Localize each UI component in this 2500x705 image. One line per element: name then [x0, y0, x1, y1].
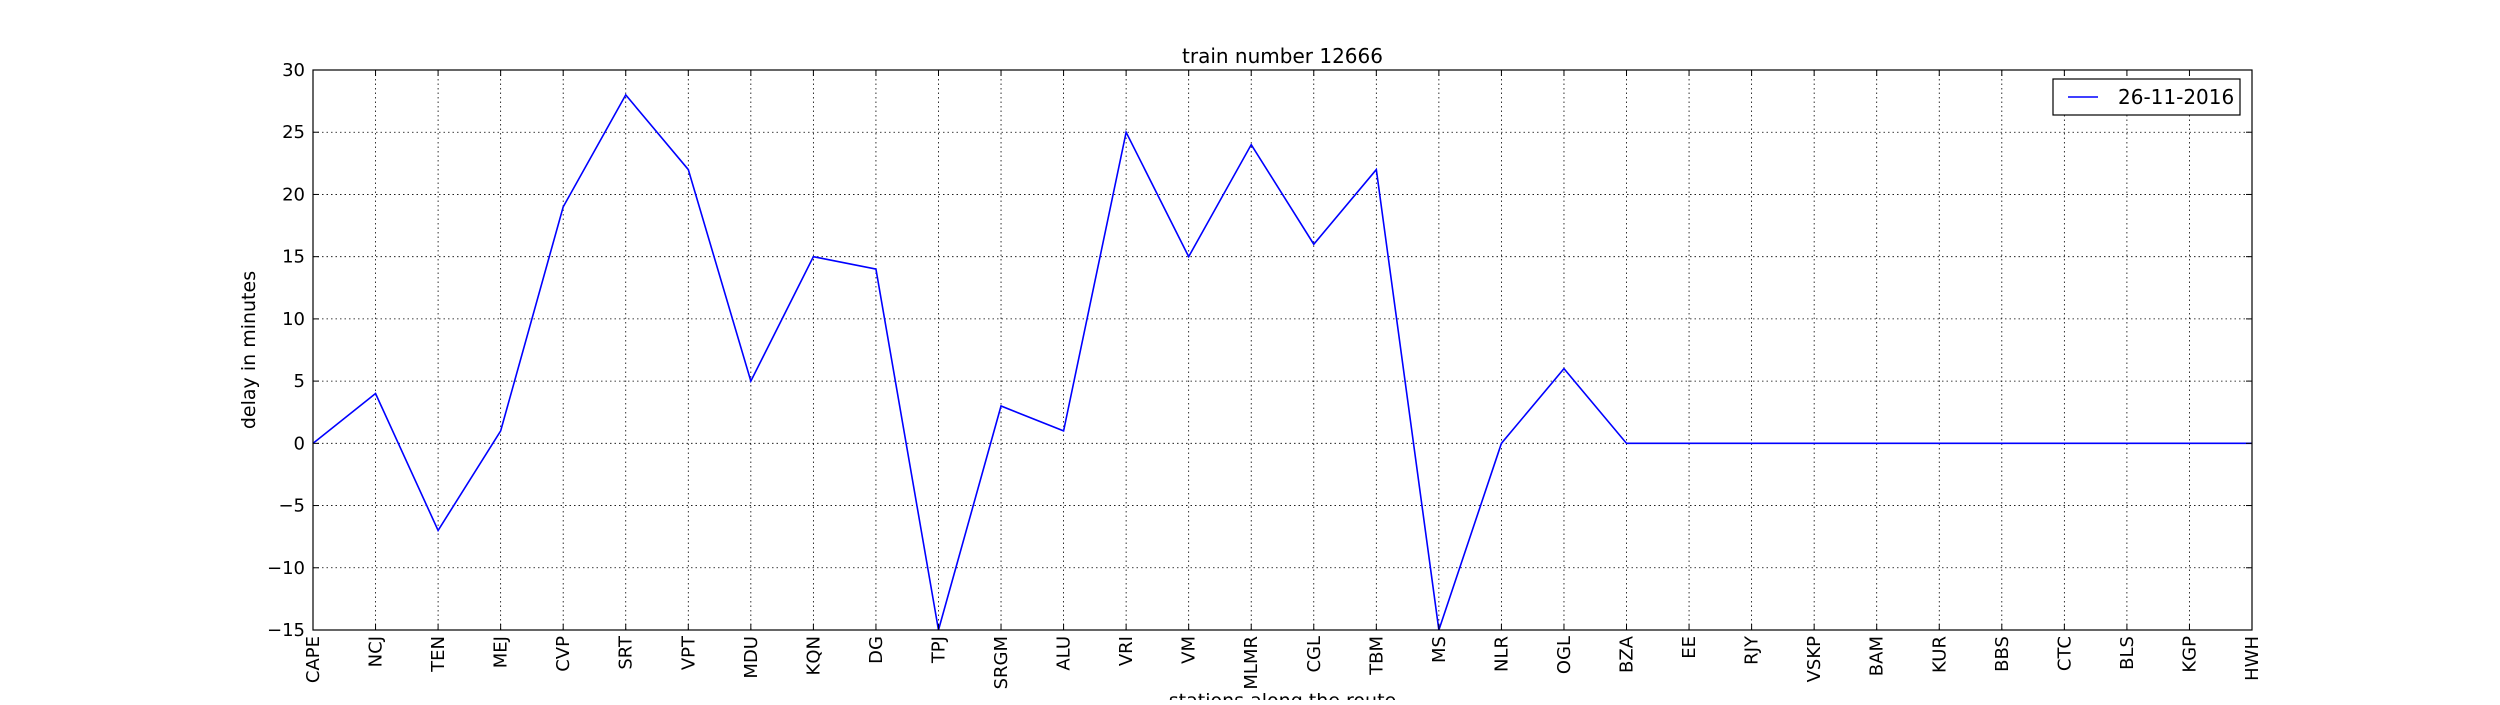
x-axis-title: stations along the route: [1169, 690, 1396, 700]
x-tick-label: HWH: [2242, 636, 2263, 681]
tick-labels: CAPE NCJ TEN MEJ CVP SRT VPT MDU KQN DG TPJ SRGM ALU…: [267, 60, 2263, 690]
x-tick-label: KQN: [803, 636, 824, 675]
x-tick-label: BAM: [1867, 636, 1888, 676]
x-tick-label: RJY: [1742, 635, 1763, 665]
x-tick-label: KUR: [1929, 636, 1950, 673]
x-tick-label: SRGM: [991, 636, 1012, 689]
x-tick-label: ALU: [1054, 636, 1075, 671]
y-tick-label: 0: [294, 433, 305, 454]
y-tick-label: −10: [267, 558, 305, 579]
legend-label: 26-11-2016: [2118, 85, 2234, 109]
chart-title: train number 12666: [1182, 44, 1383, 68]
x-tick-label: EE: [1679, 636, 1700, 659]
x-tick-label: TBM: [1366, 636, 1387, 676]
x-tick-label: VSKP: [1804, 636, 1825, 683]
y-tick-label: 25: [282, 122, 305, 143]
y-tick-label: 5: [294, 371, 305, 392]
y-tick-label: −5: [278, 496, 305, 517]
x-tick-label: BLS: [2117, 636, 2138, 670]
series-layer: [313, 95, 2252, 630]
y-tick-label: 10: [282, 309, 305, 330]
x-tick-label: CTC: [2054, 636, 2075, 671]
x-tick-label: KGP: [2179, 636, 2200, 673]
y-tick-label: 15: [282, 247, 305, 268]
x-tick-label: TPJ: [928, 636, 949, 664]
y-tick-label: 30: [282, 60, 305, 81]
x-tick-label: BBS: [1992, 636, 2013, 672]
plot-frame: [313, 70, 2252, 630]
y-tick-label: −15: [267, 620, 305, 641]
x-tick-label: CGL: [1304, 636, 1325, 673]
x-tick-label: MS: [1429, 636, 1450, 663]
x-tick-label: NLR: [1491, 636, 1512, 672]
x-tick-label: SRT: [616, 635, 637, 670]
x-tick-label: BZA: [1617, 635, 1638, 673]
y-axis-title: delay in minutes: [238, 271, 260, 429]
gridlines: [313, 70, 2252, 630]
x-tick-label: MEJ: [491, 636, 512, 668]
series-line: [313, 95, 2252, 630]
x-tick-label: MDU: [741, 636, 762, 679]
x-tick-label: VRI: [1116, 636, 1137, 666]
x-tick-label: OGL: [1554, 636, 1575, 674]
x-tick-label: VM: [1179, 636, 1200, 664]
x-tick-label: DG: [866, 636, 887, 664]
x-tick-label: NCJ: [366, 636, 387, 667]
x-tick-label: MLMR: [1241, 636, 1262, 690]
x-tick-label: VPT: [678, 635, 699, 670]
x-tick-label: CAPE: [303, 636, 324, 683]
x-tick-label: TEN: [428, 636, 449, 673]
y-tick-label: 20: [282, 184, 305, 205]
x-tick-label: CVP: [553, 636, 574, 672]
axis-ticks: [313, 70, 2252, 630]
legend: 26-11-2016: [2053, 79, 2240, 115]
